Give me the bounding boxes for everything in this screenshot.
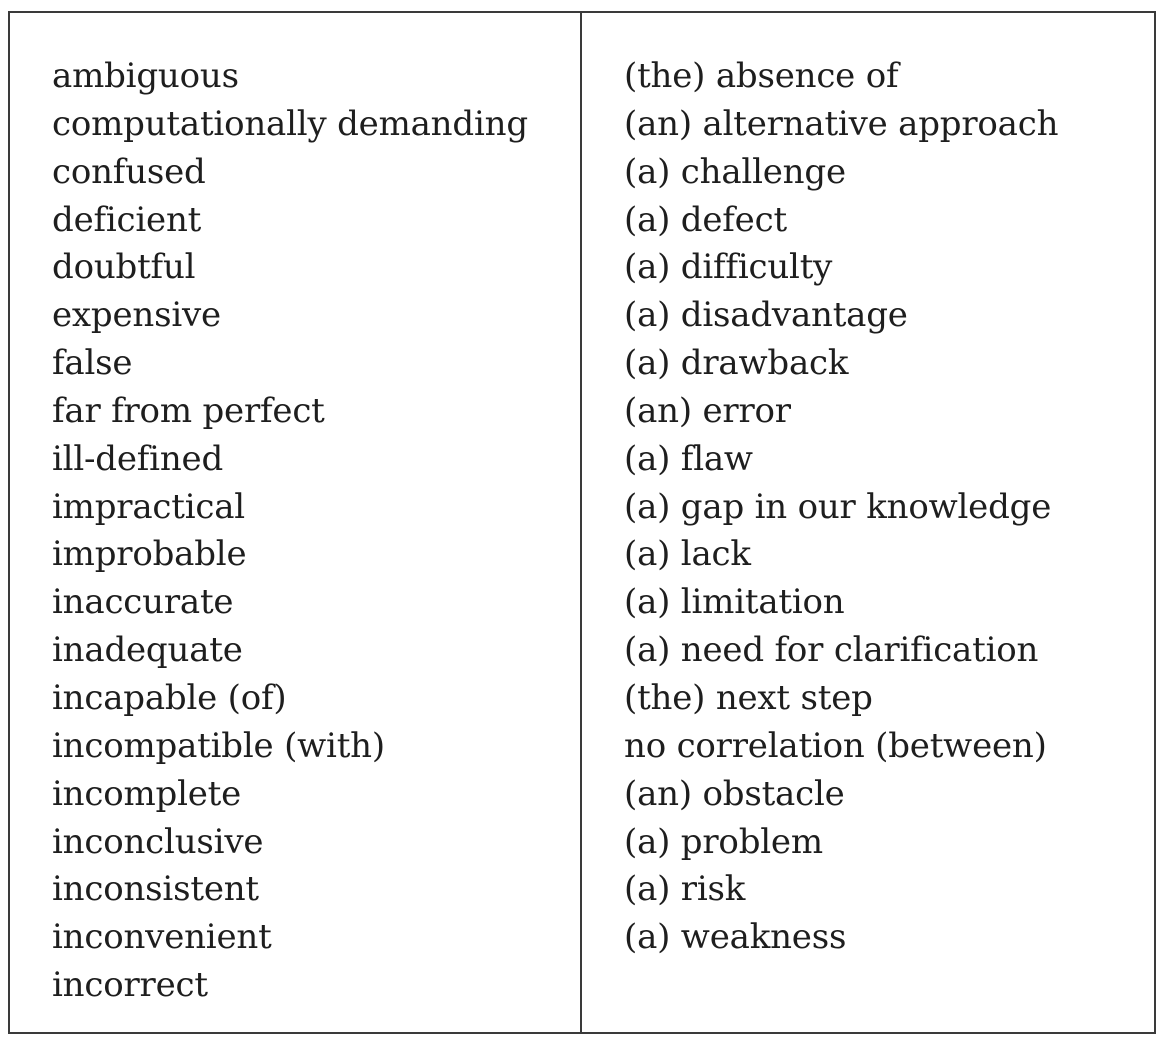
list-item: incapable (of) bbox=[52, 677, 287, 718]
adjectives-column: ambiguous computationally demanding conf… bbox=[52, 53, 528, 1010]
list-item: (the) next step bbox=[624, 677, 873, 718]
list-item: (a) weakness bbox=[624, 917, 847, 958]
list-item: inadequate bbox=[52, 630, 243, 671]
nouns-column: (the) absence of (an) alternative approa… bbox=[624, 53, 1058, 962]
list-item: false bbox=[52, 343, 133, 384]
list-item: confused bbox=[52, 151, 206, 192]
list-item: ambiguous bbox=[52, 56, 239, 96]
list-item: (a) drawback bbox=[624, 343, 849, 384]
list-item: (a) need for clarification bbox=[624, 630, 1039, 671]
list-item: (the) absence of bbox=[624, 56, 899, 96]
list-item: (a) difficulty bbox=[624, 247, 833, 288]
list-item: (a) challenge bbox=[624, 151, 846, 192]
list-item: far from perfect bbox=[52, 390, 325, 431]
list-item: (a) risk bbox=[624, 869, 746, 910]
list-item: impractical bbox=[52, 486, 245, 527]
list-item: (a) problem bbox=[624, 821, 823, 862]
list-item: improbable bbox=[52, 534, 247, 575]
list-item: deficient bbox=[52, 199, 202, 240]
word-list-table: ambiguous computationally demanding conf… bbox=[8, 11, 1156, 1034]
list-item: computationally demanding bbox=[52, 103, 528, 144]
list-item: (an) error bbox=[624, 390, 791, 431]
list-item: inconclusive bbox=[52, 821, 264, 862]
list-item: (a) flaw bbox=[624, 438, 753, 479]
list-item: expensive bbox=[52, 295, 221, 336]
list-item: inconvenient bbox=[52, 917, 272, 958]
list-item: ill-defined bbox=[52, 438, 224, 479]
list-item: doubtful bbox=[52, 247, 196, 288]
list-item: (a) defect bbox=[624, 199, 787, 240]
list-item: (a) lack bbox=[624, 534, 751, 575]
list-item: (a) disadvantage bbox=[624, 295, 908, 336]
list-item: (an) alternative approach bbox=[624, 103, 1059, 144]
list-item: incomplete bbox=[52, 773, 242, 814]
list-item: (a) limitation bbox=[624, 582, 845, 623]
list-item: inaccurate bbox=[52, 582, 234, 623]
list-item: incorrect bbox=[52, 965, 208, 1006]
list-item: (a) gap in our knowledge bbox=[624, 486, 1052, 527]
list-item: inconsistent bbox=[52, 869, 259, 910]
column-divider bbox=[580, 13, 582, 1032]
list-item: incompatible (with) bbox=[52, 725, 385, 766]
list-item: (an) obstacle bbox=[624, 773, 845, 814]
list-item: no correlation (between) bbox=[624, 725, 1047, 766]
